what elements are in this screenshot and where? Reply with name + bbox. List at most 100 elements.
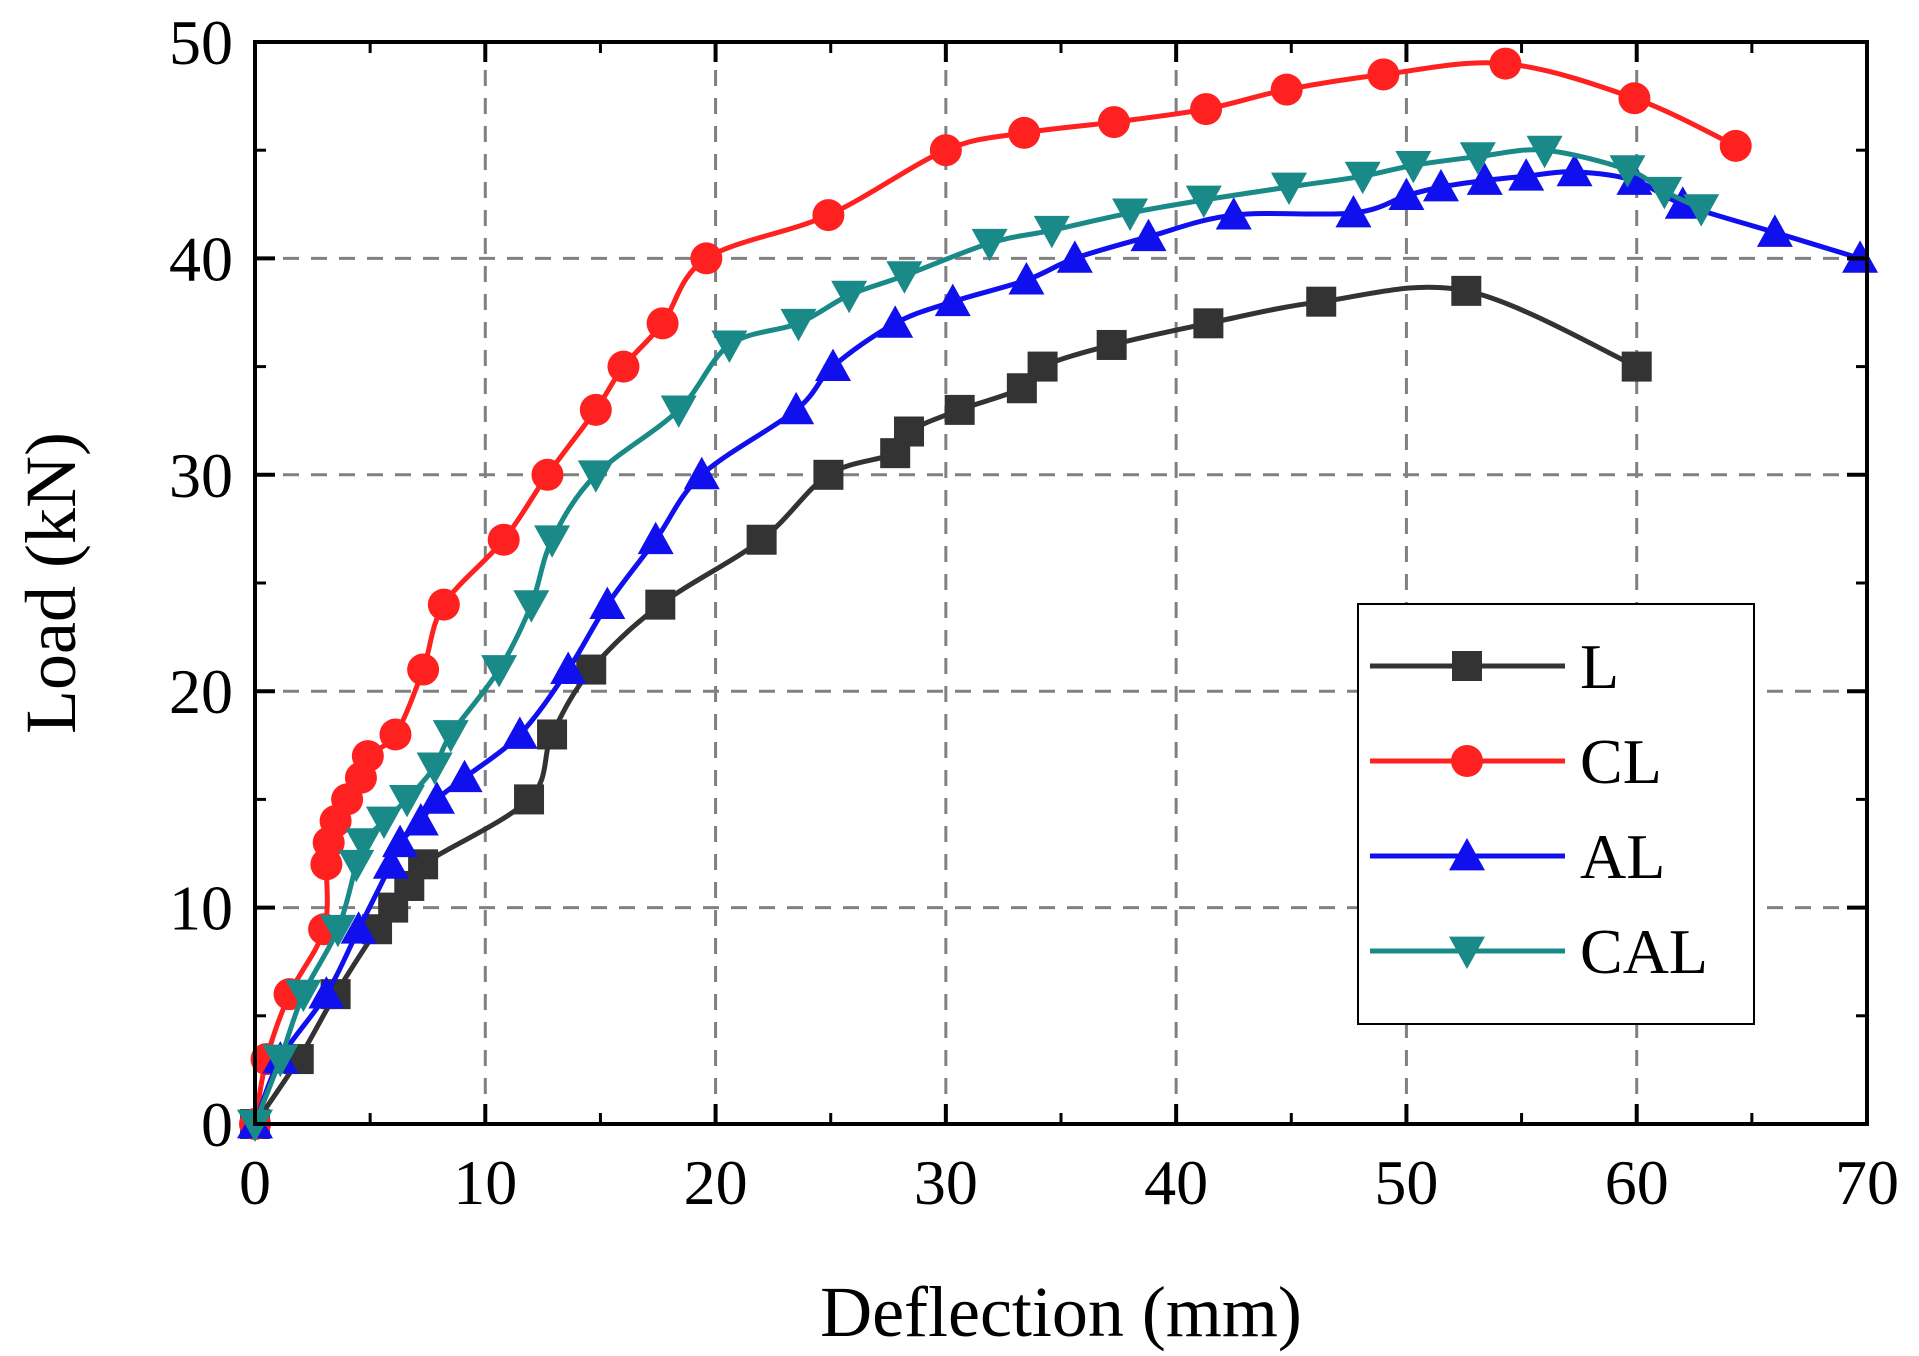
data-point-cal	[660, 395, 697, 428]
data-point-al	[446, 759, 483, 793]
data-point-cal	[338, 849, 375, 883]
legend-item-al: AL	[1370, 821, 1665, 892]
data-point-cal	[1526, 135, 1563, 169]
x-tick-label-30: 30	[914, 1147, 978, 1218]
data-point-l	[944, 394, 975, 425]
data-point-al	[1556, 153, 1593, 187]
y-tick-label-50: 50	[169, 7, 233, 78]
legend-label-cl: CL	[1580, 726, 1662, 797]
legend-marker-cal	[1449, 936, 1485, 969]
data-point-cl	[379, 718, 412, 751]
data-point-al	[372, 846, 409, 879]
legend-marker-cl	[1451, 745, 1483, 777]
data-point-al	[589, 586, 626, 620]
data-point-al	[550, 651, 587, 684]
data-point-cal	[1185, 185, 1222, 218]
data-point-al	[815, 348, 852, 381]
data-point-cal	[534, 525, 571, 558]
data-point-cal	[416, 752, 453, 785]
x-tick-label-70: 70	[1835, 1147, 1899, 1218]
data-point-l	[746, 524, 777, 555]
data-point-l	[1193, 308, 1224, 339]
x-axis-title: Deflection (mm)	[820, 1272, 1302, 1352]
data-point-cal	[1112, 198, 1149, 231]
data-point-al	[1008, 262, 1045, 295]
data-point-al	[1215, 197, 1252, 230]
data-point-cl	[929, 134, 962, 167]
data-point-cal	[711, 330, 748, 363]
data-point-cl	[646, 307, 679, 340]
data-point-al	[1466, 162, 1503, 195]
data-point-cal	[285, 979, 322, 1013]
data-point-cal	[886, 261, 923, 294]
legend-label-l: L	[1580, 631, 1619, 702]
data-point-cal	[1459, 142, 1496, 175]
data-point-al	[501, 716, 538, 749]
legend-marker-al	[1449, 838, 1485, 871]
data-point-cal	[1395, 150, 1432, 184]
data-point-cal	[577, 460, 614, 493]
data-point-l	[1306, 286, 1337, 317]
data-point-cal	[513, 590, 550, 623]
y-tick-label-30: 30	[169, 440, 233, 511]
data-point-cal	[1609, 155, 1646, 188]
series-layer	[237, 47, 1879, 1142]
data-point-cl	[579, 393, 612, 426]
data-point-al	[683, 456, 720, 490]
legend-item-l: L	[1370, 631, 1619, 702]
data-point-al	[1388, 177, 1425, 211]
data-point-l	[1621, 351, 1652, 382]
y-tick-label-20: 20	[169, 656, 233, 727]
data-point-cal	[1683, 194, 1720, 227]
legend-item-cal: CAL	[1370, 916, 1708, 987]
legend-label-al: AL	[1580, 821, 1665, 892]
data-point-cal	[971, 228, 1008, 262]
data-point-al	[778, 391, 815, 425]
legend-item-cl: CL	[1370, 726, 1662, 797]
x-tick-label-10: 10	[453, 1147, 517, 1218]
data-point-cl	[607, 350, 640, 383]
data-point-cl	[1190, 93, 1223, 126]
series-al	[237, 153, 1879, 1139]
data-point-cal	[1344, 161, 1381, 195]
data-point-cal	[319, 914, 356, 948]
data-point-al	[418, 781, 455, 814]
data-point-cal	[1270, 172, 1307, 205]
data-point-cal	[1033, 215, 1070, 249]
data-point-l	[1027, 351, 1058, 382]
data-point-cal	[262, 1044, 299, 1078]
data-point-l	[645, 589, 676, 620]
data-point-cal	[831, 280, 868, 314]
grid-lines	[255, 42, 1867, 1124]
y-tick-label-40: 40	[169, 223, 233, 294]
y-tick-label-0: 0	[201, 1089, 233, 1160]
series-l	[240, 275, 1652, 1139]
data-point-cl	[1719, 129, 1752, 162]
data-point-cl	[351, 740, 384, 773]
data-point-l	[1451, 275, 1482, 306]
data-point-cl	[1008, 116, 1041, 149]
data-point-al	[1056, 240, 1093, 273]
data-point-cal	[388, 785, 425, 818]
axis-ticks	[253, 40, 1869, 1126]
data-point-al	[934, 283, 971, 317]
data-point-l	[514, 784, 545, 815]
data-point-l	[894, 416, 925, 447]
data-point-al	[340, 911, 377, 944]
data-point-al	[637, 521, 674, 555]
data-point-cl	[487, 523, 520, 556]
data-point-cal	[345, 828, 382, 861]
data-point-cal	[432, 720, 469, 753]
data-point-cl	[427, 588, 460, 621]
data-point-cal	[481, 655, 518, 688]
data-point-l	[1096, 329, 1127, 360]
data-point-cl	[812, 199, 845, 232]
data-point-al	[1130, 218, 1167, 252]
data-point-cl	[1618, 82, 1651, 115]
data-point-al	[1422, 168, 1459, 202]
data-point-cal	[1646, 176, 1683, 210]
x-tick-label-20: 20	[684, 1147, 748, 1218]
data-point-al	[1756, 214, 1793, 247]
data-point-cl	[531, 458, 564, 491]
data-point-cl	[1270, 73, 1303, 106]
